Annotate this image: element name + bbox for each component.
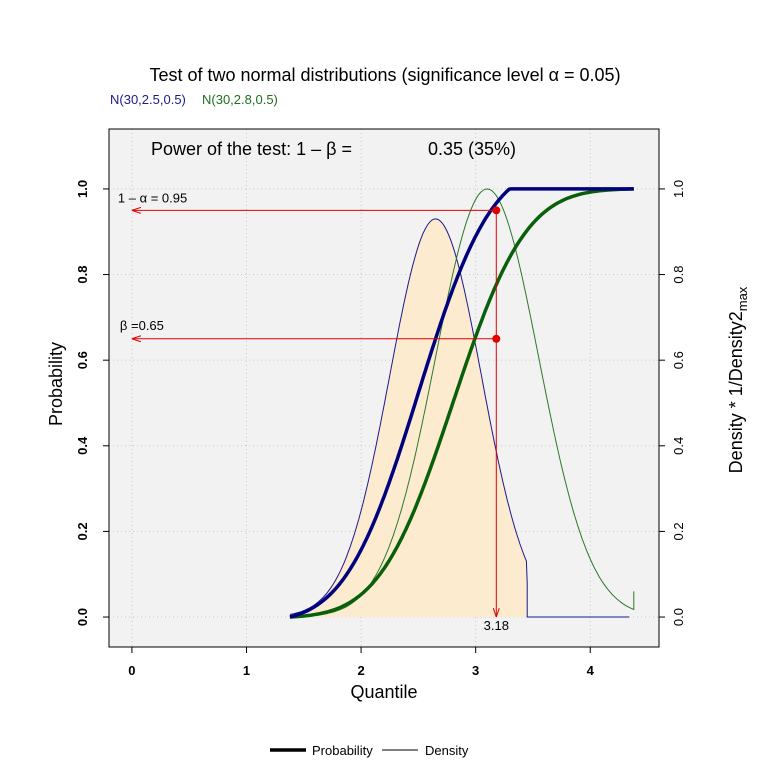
alpha-arrow-head — [131, 206, 142, 214]
legend: Probability Density — [270, 743, 469, 758]
y2-axis-title-main: Density * 1/Density2 — [726, 311, 746, 473]
y2-tick-label: 1.0 — [671, 180, 686, 198]
y-tick-label: 0.2 — [75, 522, 90, 540]
alpha-marker — [492, 206, 501, 215]
y-tick-label: 0.8 — [75, 266, 90, 284]
power-value: 0.35 (35%) — [428, 139, 516, 159]
beta-arrow-head — [131, 335, 142, 343]
density-curve-1 — [289, 218, 630, 618]
probability-curve-1 — [289, 187, 634, 619]
y2-tick-label: 0.4 — [671, 437, 686, 455]
dist-label-2: N(30,2.8,0.5) — [202, 92, 278, 107]
beta-label: β =0.65 — [120, 318, 164, 333]
x-axis-title: Quantile — [350, 682, 417, 702]
critical-value-label: 3.18 — [484, 618, 509, 633]
x-tick-label: 0 — [128, 663, 135, 678]
y-tick-label: 0.4 — [75, 436, 90, 455]
alpha-label: 1 – α = 0.95 — [118, 190, 187, 205]
y2-tick-label: 0.0 — [671, 608, 686, 626]
chart-title: Test of two normal distributions (signif… — [149, 65, 620, 85]
y-tick-label: 0.6 — [75, 351, 90, 369]
y-tick-label: 0.0 — [75, 608, 90, 626]
dist-label-1: N(30,2.5,0.5) — [110, 92, 186, 107]
beta-marker — [492, 334, 501, 343]
x-tick-label: 4 — [587, 663, 595, 678]
x-axis: 0 1 2 3 4 — [128, 647, 595, 678]
power-fill-layer — [290, 218, 528, 618]
probability-curve-2 — [289, 187, 634, 619]
y-tick-label: 1.0 — [75, 180, 90, 198]
y2-axis-title: Density * 1/Density2max — [726, 286, 750, 473]
plot-border — [108, 128, 660, 648]
y2-tick-label: 0.2 — [671, 522, 686, 540]
y2-tick-label: 0.6 — [671, 351, 686, 369]
power-area — [290, 218, 528, 618]
x-tick-label: 3 — [472, 663, 479, 678]
y-axis-right: 0.0 0.2 0.4 0.6 0.8 1.0 — [659, 180, 686, 626]
critical-arrow-head — [492, 607, 500, 618]
curves-layer — [289, 187, 635, 619]
y-axis-left: 0.0 0.2 0.4 0.6 0.8 1.0 — [75, 180, 109, 626]
legend-density-label: Density — [425, 743, 469, 758]
legend-probability-label: Probability — [312, 743, 373, 758]
y-axis-title: Probability — [46, 342, 66, 426]
x-tick-label: 1 — [243, 663, 250, 678]
power-label: Power of the test: 1 – β = — [151, 139, 352, 159]
y2-tick-label: 0.8 — [671, 266, 686, 284]
y2-axis-title-sub: max — [735, 286, 750, 311]
density-curve-2 — [290, 188, 635, 618]
x-tick-label: 2 — [357, 663, 364, 678]
annotation-layer: 1 – α = 0.95 β =0.65 3.18 — [118, 190, 509, 633]
